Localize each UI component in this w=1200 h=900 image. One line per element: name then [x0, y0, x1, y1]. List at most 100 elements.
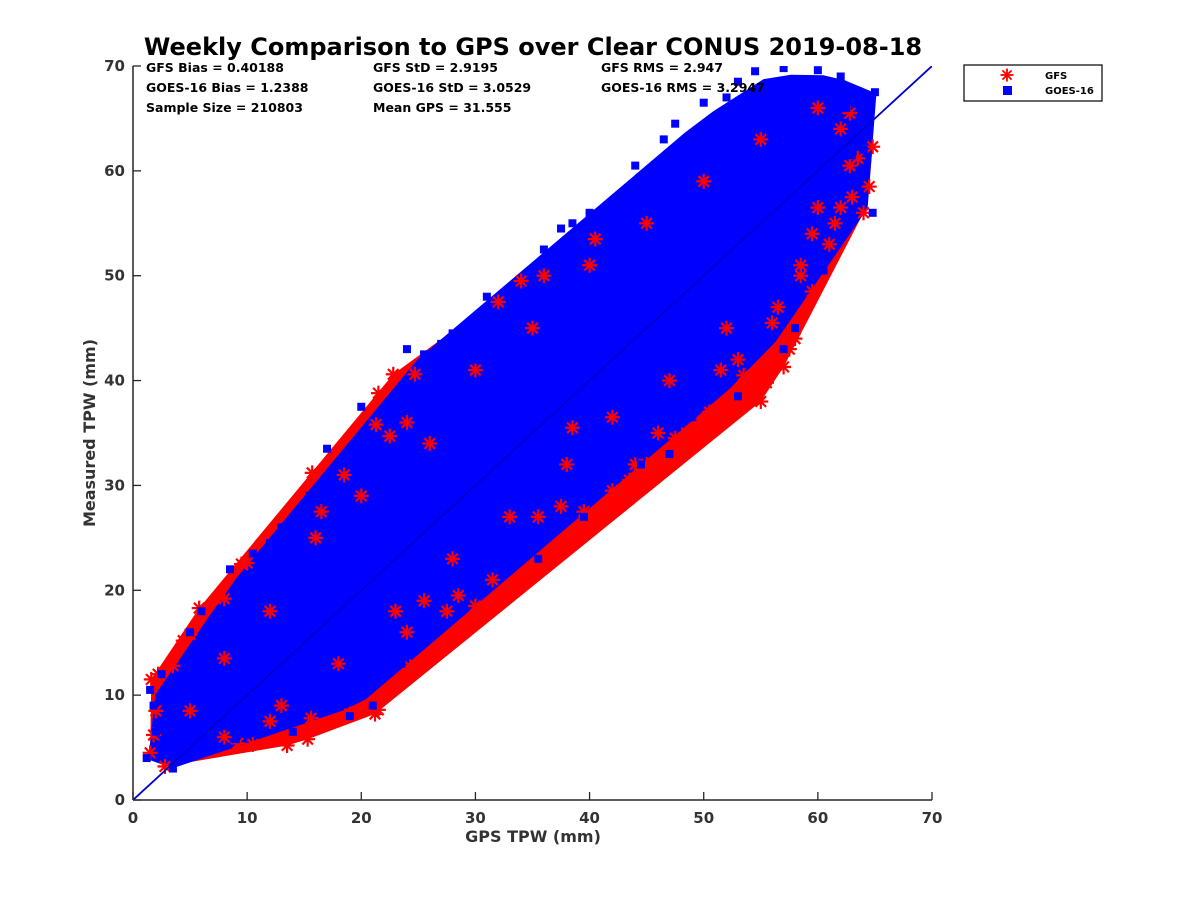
goes16-point — [151, 727, 160, 736]
goes16-point — [688, 413, 697, 422]
goes16-point — [665, 449, 674, 458]
goes16-point — [149, 701, 158, 710]
goes16-point — [277, 523, 286, 532]
stat-gfs-std: GFS StD = 2.9195 — [373, 60, 498, 75]
gfs-point — [604, 409, 620, 425]
gfs-point — [216, 729, 232, 745]
gfs-point — [582, 257, 598, 273]
gfs-point — [844, 189, 860, 205]
gfs-point — [753, 131, 769, 147]
gfs-point — [604, 483, 620, 499]
goes16-point — [791, 324, 800, 333]
gfs-point — [536, 268, 552, 284]
gfs-point — [827, 215, 843, 231]
goes16-point — [197, 743, 206, 752]
goes16-point — [345, 460, 354, 469]
gfs-point — [713, 362, 729, 378]
goes16-point — [642, 172, 651, 181]
legend-gfs-label: GFS — [1045, 71, 1067, 82]
goes16-point — [380, 408, 389, 417]
gfs-point — [245, 736, 261, 752]
goes16-point — [819, 266, 828, 275]
gfs-point — [467, 362, 483, 378]
stat-goes16-rms: GOES-16 RMS = 3.2947 — [601, 80, 765, 95]
goes16-point — [305, 491, 314, 500]
goes16-point — [397, 659, 406, 668]
gfs-point — [587, 231, 603, 247]
goes16-point — [619, 198, 628, 207]
y-tick-label: 10 — [104, 686, 125, 704]
gfs-point — [559, 456, 575, 472]
gfs-point — [764, 315, 780, 331]
stat-gfs-bias: GFS Bias = 0.40188 — [146, 60, 284, 75]
goes16-point — [557, 224, 566, 233]
gfs-point — [821, 236, 837, 252]
y-tick-label: 30 — [104, 476, 125, 494]
gfs-point — [530, 509, 546, 525]
gfs-point — [422, 435, 438, 451]
legend: GFS GOES-16 — [963, 64, 1103, 102]
goes16-point — [391, 643, 400, 652]
gfs-point — [679, 425, 695, 441]
gfs-point — [300, 731, 316, 747]
goes16-point — [534, 554, 543, 563]
gfs-point — [719, 320, 735, 336]
gfs-point — [330, 656, 346, 672]
y-tick-label: 60 — [104, 162, 125, 180]
goes16-point — [751, 67, 760, 76]
gfs-point — [304, 465, 320, 481]
x-tick-label: 50 — [693, 809, 714, 827]
gfs-point — [353, 488, 369, 504]
gfs-point — [385, 366, 401, 382]
goes16-point — [636, 460, 645, 469]
goes16-point — [671, 119, 680, 128]
gfs-point — [861, 179, 877, 195]
goes16-point — [471, 575, 480, 584]
goes16-point — [733, 77, 742, 86]
gfs-point — [793, 257, 809, 273]
goes16-point — [420, 350, 429, 359]
goes16-point — [614, 470, 623, 479]
goes16-point — [585, 208, 594, 217]
y-tick-label: 50 — [104, 267, 125, 285]
gfs-point — [216, 650, 232, 666]
goes16-point — [539, 245, 548, 254]
goes16-point — [568, 219, 577, 228]
goes16-point — [494, 533, 503, 542]
gfs-point — [696, 173, 712, 189]
gfs-point — [833, 121, 849, 137]
gfs-point — [368, 417, 384, 433]
y-ticks: 0 10 20 30 40 50 60 70 — [104, 57, 141, 809]
y-axis-label: Measured TPW (mm) — [80, 339, 99, 527]
stat-gfs-rms: GFS RMS = 2.947 — [601, 60, 723, 75]
stat-goes16-std: GOES-16 StD = 3.0529 — [373, 80, 531, 95]
legend-gfs-marker — [1000, 68, 1014, 82]
gfs-point — [402, 659, 418, 675]
goes16-point — [248, 549, 257, 558]
goes16-point — [168, 764, 177, 773]
gfs-point — [804, 283, 820, 299]
goes16-point — [517, 297, 526, 306]
goes16-point — [870, 88, 879, 97]
gfs-point — [661, 373, 677, 389]
legend-box — [963, 64, 1103, 102]
stats-block: GFS Bias = 0.40188 GFS StD = 2.9195 GFS … — [146, 60, 765, 115]
gfs-point — [439, 603, 455, 619]
gfs-point — [216, 591, 232, 607]
gfs-point — [730, 352, 746, 368]
goes16-point — [288, 727, 297, 736]
gfs-point — [667, 430, 683, 446]
goes16-point — [208, 617, 217, 626]
one-to-one-line — [133, 66, 932, 800]
goes16-point — [345, 712, 354, 721]
gfs-point — [445, 551, 461, 567]
goes16-point — [836, 72, 845, 81]
goes16-point — [323, 444, 332, 453]
goes16-point — [311, 685, 320, 694]
gfs-point — [758, 375, 774, 391]
goes16-point — [813, 66, 822, 75]
goes16-point — [420, 612, 429, 621]
gfs-point — [707, 409, 723, 425]
chart-title: Weekly Comparison to GPS over Clear CONU… — [144, 33, 922, 61]
